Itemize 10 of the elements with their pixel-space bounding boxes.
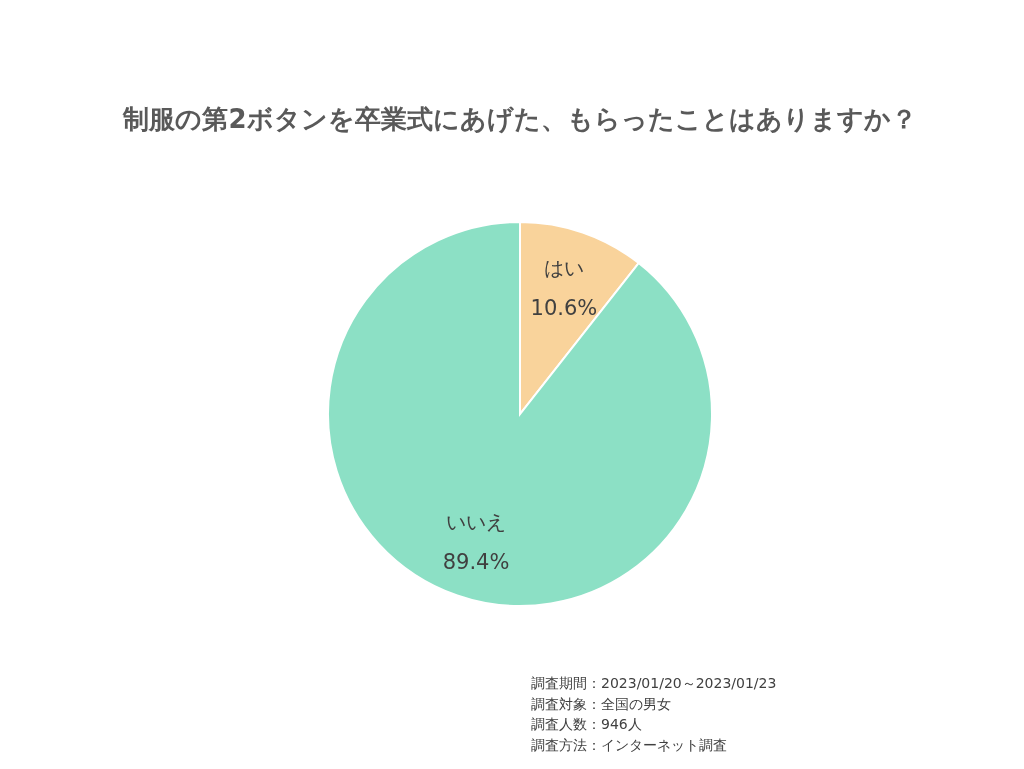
- text: 調査人数：946人: [531, 716, 642, 732]
- pie-slice: [327, 221, 713, 607]
- text: 調査期間：2023/01/20～2023/01/23: [531, 675, 777, 691]
- slice-label: はい: [543, 255, 584, 280]
- text: 調査方法：インターネット調査: [531, 736, 727, 753]
- chart-title: 制服の第2ボタンを卒業式にあげた、もらったことはありますか？: [122, 104, 917, 134]
- slice-label: いいえ: [446, 510, 507, 535]
- data-label: 89.4%: [442, 550, 510, 575]
- text: 調査対象：全国の男女: [531, 695, 671, 712]
- data-label: 10.6%: [530, 295, 598, 320]
